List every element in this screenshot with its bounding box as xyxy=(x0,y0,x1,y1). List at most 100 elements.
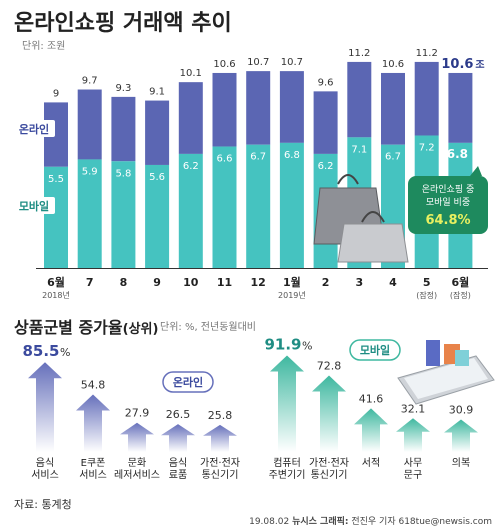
total-label-3: 9.1 xyxy=(149,87,165,98)
mobile-label-10: 6.7 xyxy=(385,152,401,163)
online-arrow-4-shape xyxy=(203,424,237,452)
mobile-label-3: 5.6 xyxy=(149,172,165,183)
bar-online-9 xyxy=(347,61,372,138)
mobile-value-3: 32.1 xyxy=(401,402,426,415)
mobile-label-4: 6.2 xyxy=(183,161,199,172)
online-value-0: 85.5 xyxy=(22,342,59,360)
mobile-value-unit: % xyxy=(302,340,312,353)
total-label-7: 10.7 xyxy=(281,57,303,68)
total-label-0: 9 xyxy=(53,88,59,99)
online-tag-box xyxy=(13,120,55,137)
callout-line1: 온라인쇼핑 중 xyxy=(422,184,475,195)
credit-agency: 뉴시스 그래픽: xyxy=(292,517,349,527)
bar-mobile-5 xyxy=(212,146,237,268)
online-category-3-0: 음식 xyxy=(169,457,187,469)
mobile-tag-box xyxy=(13,197,55,214)
bar-mobile-7 xyxy=(279,142,304,268)
online-category-1-0: E쿠폰 xyxy=(81,457,106,469)
mobile-value-0: 91.9 xyxy=(264,336,301,354)
mobile-arrow-0 xyxy=(270,355,304,452)
total-label-2: 9.3 xyxy=(115,83,131,94)
total-label-10: 10.6 xyxy=(382,59,404,70)
month-label-12: 6월 xyxy=(452,275,470,289)
month-label-0: 6월 xyxy=(47,275,65,289)
mobile-label-7: 6.8 xyxy=(284,150,300,161)
online-growth-tag: 온라인 xyxy=(173,375,203,389)
mobile-tag-text: 모바일 xyxy=(19,199,49,213)
mobile-arrow-4-shape xyxy=(444,419,478,452)
mobile-category-3-1: 문구 xyxy=(404,469,422,481)
bar-online-1 xyxy=(77,89,102,160)
total-unit: 조 xyxy=(475,59,484,71)
online-category-1-1: 서비스 xyxy=(79,469,107,481)
month-label-11: 5 xyxy=(423,276,431,289)
online-category-4-0: 가전·전자 xyxy=(200,457,240,469)
bar-mobile-3 xyxy=(145,164,170,268)
mobile-value-1: 72.8 xyxy=(317,360,342,373)
credit: 19.08.02 뉴시스 그래픽: 전진우 기자 618tue@newsis.c… xyxy=(249,514,492,527)
mobile-label-12: 6.8 xyxy=(447,147,468,161)
total-label-5: 10.6 xyxy=(213,59,235,70)
online-category-3-1: 료품 xyxy=(169,469,187,481)
online-category-2-0: 문화 xyxy=(128,457,146,469)
online-value-3: 26.5 xyxy=(166,408,191,421)
bar-online-8 xyxy=(313,91,338,154)
bar-online-11 xyxy=(414,61,439,136)
mobile-category-4-0: 의복 xyxy=(452,457,470,469)
mobile-category-1-0: 가전·전자 xyxy=(309,457,349,469)
month-label-6: 12 xyxy=(251,276,266,289)
mobile-arrow-3 xyxy=(396,418,430,452)
bar-mobile-4 xyxy=(178,153,203,268)
online-value-4: 25.8 xyxy=(208,409,233,422)
source-text: 자료: 통계청 xyxy=(14,498,72,511)
mobile-growth-tag: 모바일 xyxy=(360,343,390,357)
bar-online-6 xyxy=(246,71,271,145)
bar-online-3 xyxy=(145,100,170,165)
online-growth-tag-box xyxy=(162,371,214,393)
online-category-0-0: 음식 xyxy=(36,457,54,469)
online-tag-text: 온라인 xyxy=(19,122,49,136)
bar-mobile-1 xyxy=(77,159,102,268)
online-value-unit: % xyxy=(60,346,70,359)
online-arrow-0 xyxy=(28,362,62,452)
source: 자료: 통계청 xyxy=(14,496,72,512)
total-label-11: 11.2 xyxy=(416,48,438,59)
online-arrow-2-shape xyxy=(120,422,154,452)
year-label-7: 2019년 xyxy=(278,290,306,300)
bag-body xyxy=(337,223,409,263)
mobile-category-0-0: 컴퓨터 xyxy=(273,457,301,469)
bottom-title: 상품군별 증가율(상위) xyxy=(14,314,158,338)
online-arrow-2 xyxy=(120,422,154,452)
mobile-arrow-2 xyxy=(354,408,388,452)
month-label-4: 10 xyxy=(183,276,199,289)
online-value-2: 27.9 xyxy=(125,407,150,420)
bar-online-10 xyxy=(381,72,405,145)
mobile-category-1-1: 통신기기 xyxy=(311,469,348,481)
bar-online-2 xyxy=(111,96,136,162)
mobile-arrow-3-shape xyxy=(396,418,430,452)
online-value-1: 54.8 xyxy=(81,378,106,391)
callout-pointer xyxy=(470,166,482,176)
mobile-label-9: 7.1 xyxy=(351,144,367,155)
online-arrow-3 xyxy=(161,424,195,452)
online-arrow-4 xyxy=(203,424,237,452)
month-label-2: 8 xyxy=(120,276,128,289)
bar-online-5 xyxy=(212,72,237,147)
total-label-9: 11.2 xyxy=(348,48,370,59)
mobile-category-2-0: 서적 xyxy=(362,457,380,469)
callout-line2: 모바일 비중 xyxy=(426,197,470,208)
year-label-0: 2018년 xyxy=(42,290,70,300)
month-label-10: 4 xyxy=(389,276,397,289)
mobile-label-0: 5.5 xyxy=(48,174,64,185)
bag-handle xyxy=(337,174,359,185)
total-label-6: 10.7 xyxy=(247,57,269,68)
month-label-1: 7 xyxy=(86,276,94,289)
mobile-value-4: 30.9 xyxy=(449,404,474,417)
mobile-category-3-0: 사무 xyxy=(404,457,422,469)
mobile-category-0-1: 주변기기 xyxy=(269,469,306,481)
total-label-1: 9.7 xyxy=(82,76,98,87)
credit-author: 전진우 기자 618tue@newsis.com xyxy=(351,517,492,527)
